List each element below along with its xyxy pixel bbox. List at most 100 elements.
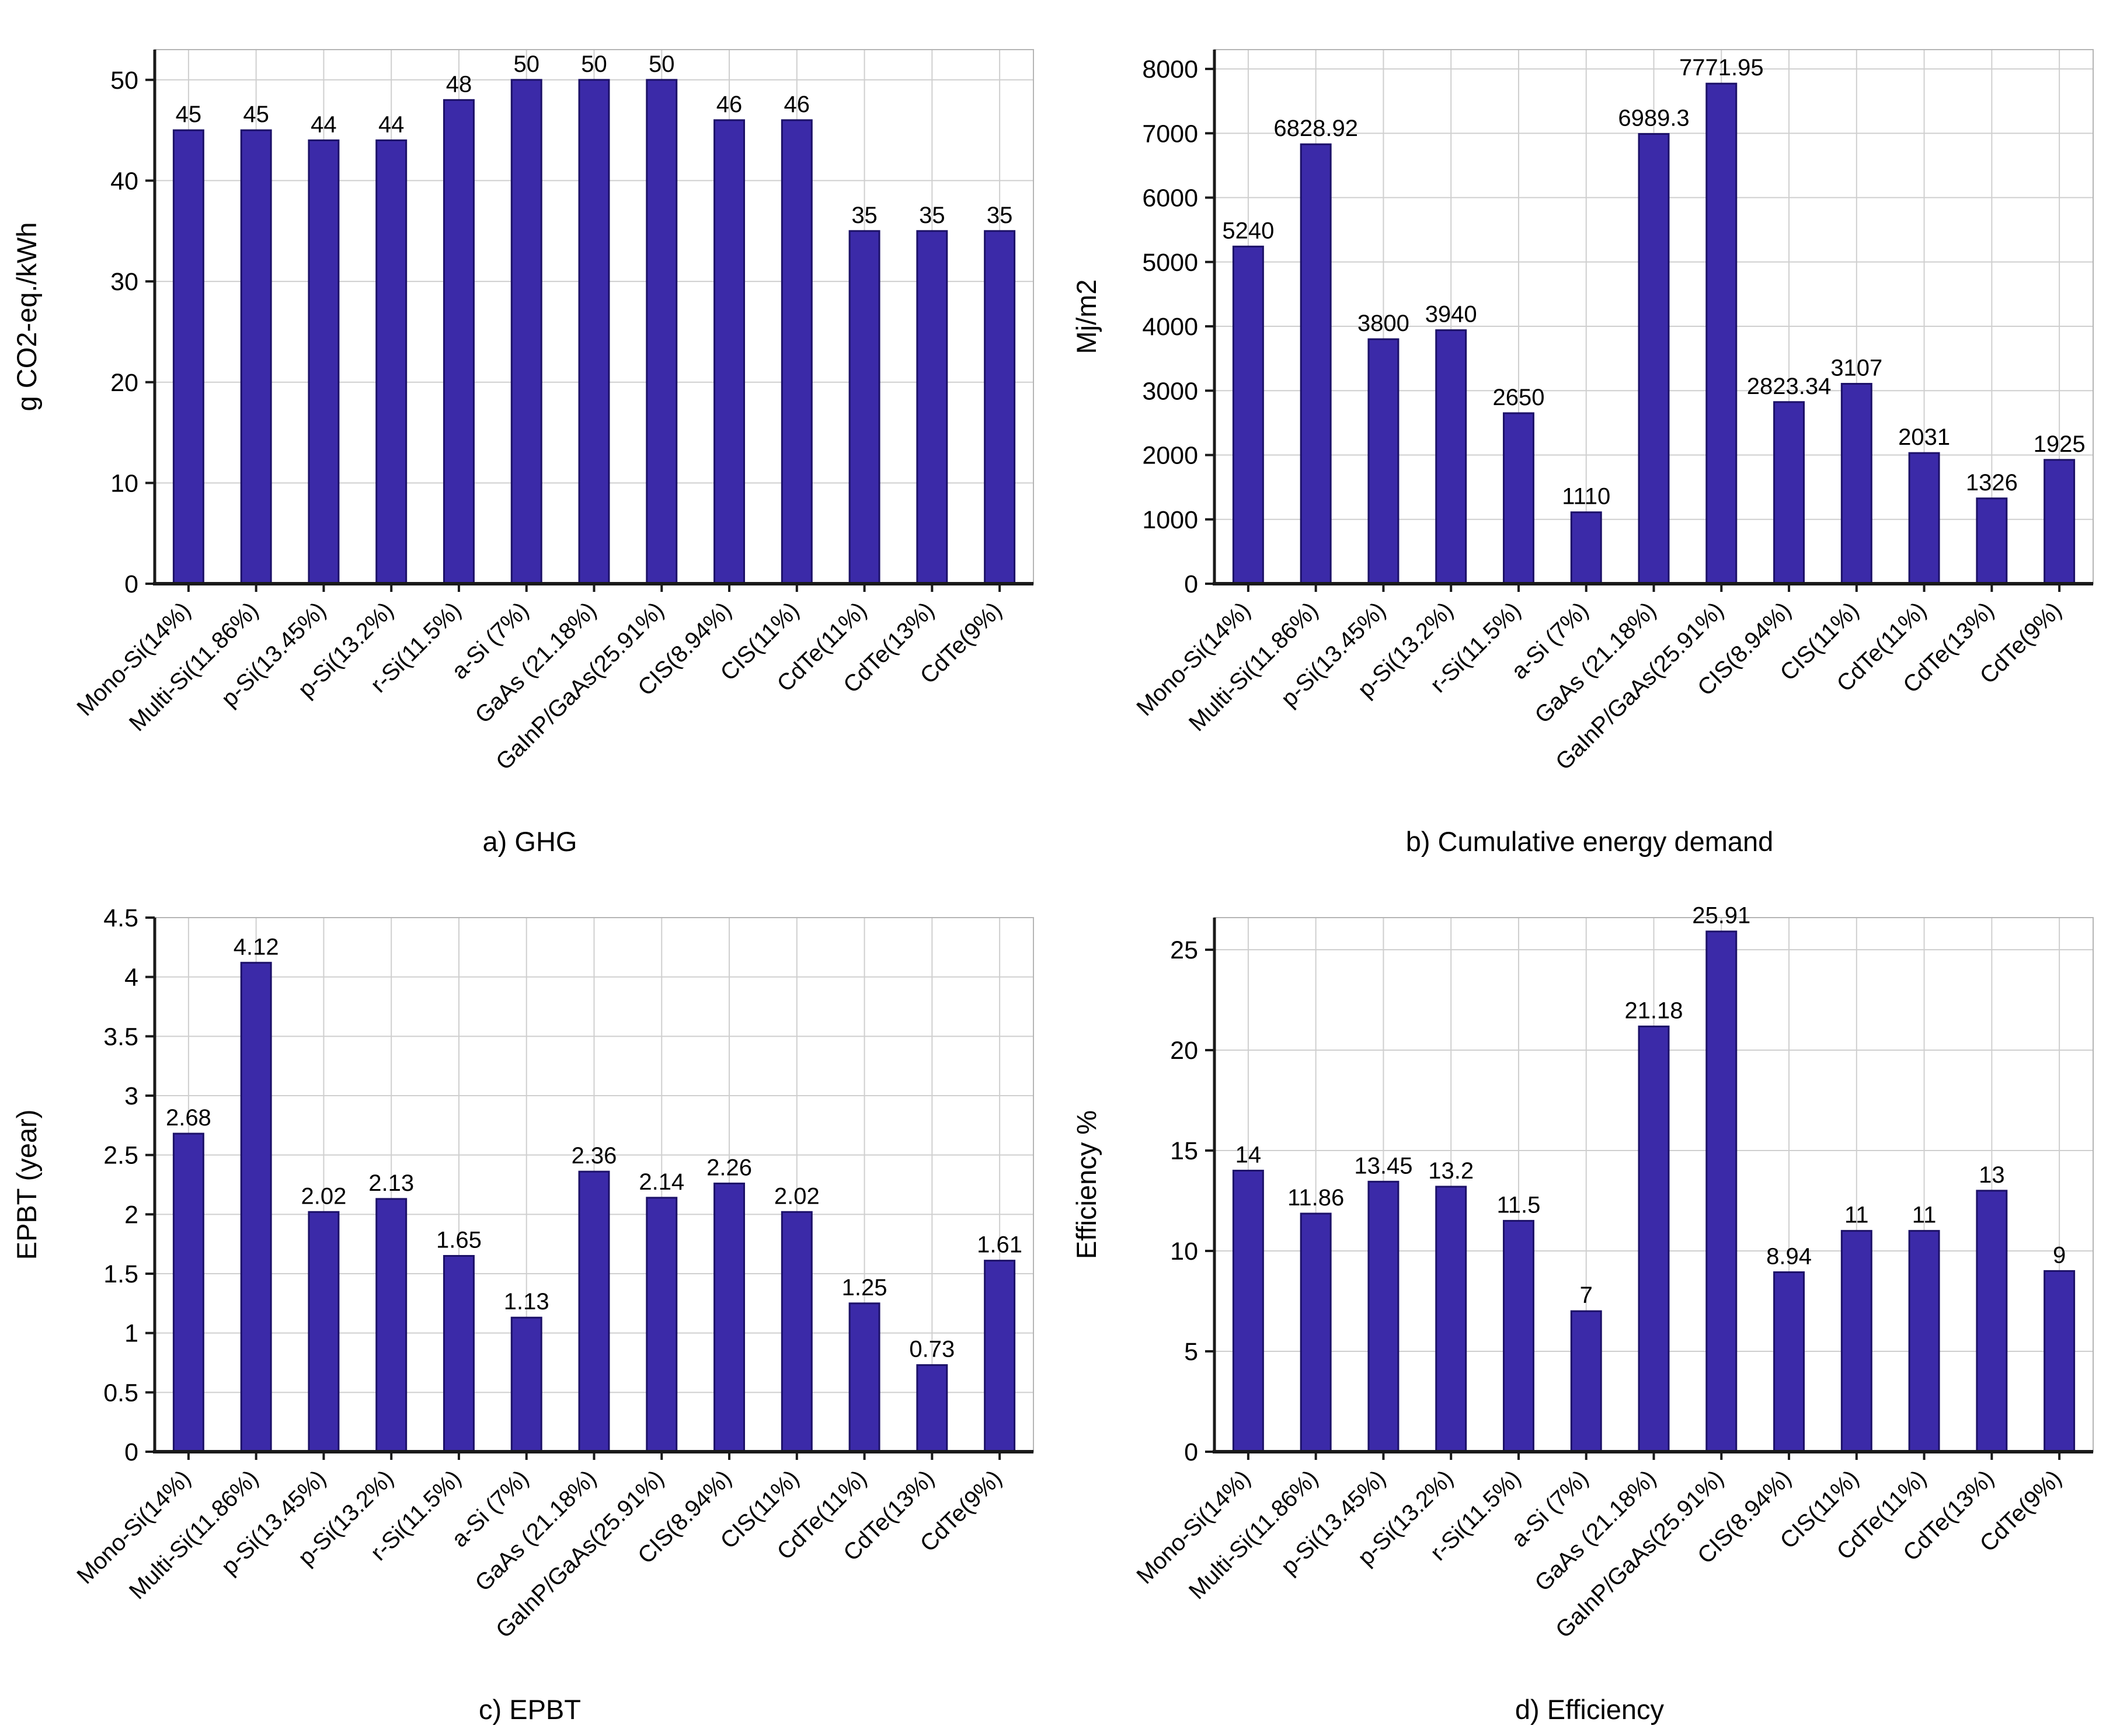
bar [375, 139, 408, 585]
value-label: 44 [311, 111, 337, 137]
value-labels: 45 45 44 44 48 50 50 50 46 46 35 35 35 [176, 51, 1013, 228]
bar-chart-cumulative-energy-demand: 5240 6828.92 3800 3940 2650 1110 6989.3 7771.95… [1071, 49, 2094, 775]
y-tick-label: 50 [110, 67, 138, 95]
bar [2044, 1270, 2076, 1453]
bar [1502, 1219, 1534, 1453]
x-category-label: Mono-Si(14%) [72, 1465, 196, 1589]
value-labels: 2.68 4.12 2.02 2.13 1.65 1.13 2.36 2.14 2.26 2.02… [166, 934, 1022, 1362]
value-label: 6989.3 [1618, 105, 1689, 131]
axes [145, 916, 1033, 1460]
value-label: 1110 [1562, 484, 1610, 510]
y-tick-label: 4000 [1142, 313, 1198, 341]
axes [145, 50, 1033, 592]
value-label: 35 [987, 203, 1013, 228]
value-label: 1.65 [436, 1228, 482, 1253]
x-category-label: Mono-Si(14%) [1132, 597, 1255, 721]
value-label: 2.26 [706, 1155, 752, 1180]
value-label: 14 [1235, 1142, 1262, 1167]
x-category-label: GaAs (21.18%) [1530, 597, 1661, 728]
value-label: 0.73 [909, 1337, 955, 1362]
value-label: 11.5 [1497, 1192, 1541, 1218]
bar [2044, 459, 2076, 585]
bar [781, 119, 813, 585]
chart-caption-d: d) Efficiency [1515, 1694, 1665, 1725]
value-label: 13.2 [1428, 1158, 1474, 1184]
y-tick-label: 15 [1170, 1137, 1198, 1165]
value-label: 13.45 [1354, 1153, 1412, 1179]
value-label: 2.13 [368, 1170, 414, 1196]
bar [1300, 143, 1332, 585]
y-tick-labels: 0 10 20 30 40 50 [110, 67, 138, 598]
value-label: 4.12 [234, 934, 279, 960]
bar [1232, 245, 1264, 585]
value-label: 35 [919, 203, 945, 228]
y-tick-label: 5000 [1142, 249, 1198, 277]
value-label: 6828.92 [1273, 116, 1358, 141]
bar [1773, 401, 1805, 585]
y-tick-label: 1 [124, 1320, 138, 1348]
x-category-label: Mono-Si(14%) [72, 597, 196, 721]
bar [1502, 412, 1534, 585]
value-label: 21.18 [1624, 998, 1683, 1023]
bar [916, 1364, 948, 1453]
bar-chart-epbt: 2.68 4.12 2.02 2.13 1.65 1.13 2.36 2.14 2.26 2.02… [11, 904, 1034, 1643]
bar [1840, 1230, 1872, 1453]
y-axis-label: Mj/m2 [1071, 280, 1102, 354]
value-label: 35 [851, 203, 878, 228]
bar [1367, 1180, 1400, 1453]
bar [510, 1316, 542, 1453]
value-label: 44 [378, 111, 405, 137]
y-axis-label: EPBT (year) [11, 1110, 42, 1260]
y-tick-label: 5 [1184, 1338, 1198, 1366]
value-label: 2.02 [301, 1183, 346, 1209]
x-tick-labels: Mono-Si(14%)Multi-Si(11.86%)p-Si(13.45%)… [72, 1465, 1007, 1643]
bar [1435, 1186, 1467, 1453]
value-label: 7771.95 [1679, 55, 1764, 81]
y-tick-label: 10 [110, 469, 138, 497]
y-tick-label: 10 [1170, 1237, 1198, 1266]
value-label: 2.68 [166, 1105, 211, 1131]
value-label: 3800 [1357, 311, 1409, 336]
bar [1908, 1230, 1940, 1453]
chart-caption-c: c) EPBT [479, 1694, 581, 1725]
y-tick-label: 0 [1184, 1438, 1198, 1466]
bar [443, 99, 475, 585]
value-label: 2650 [1492, 385, 1544, 410]
value-label: 2.36 [572, 1143, 617, 1169]
chart-panel-d: 14 11.86 13.45 13.2 11.5 7 21.18 25.91 8.94 11 11 1… [1060, 868, 2119, 1736]
bar [713, 119, 746, 585]
bar [1705, 930, 1738, 1453]
x-category-label: GaAs (21.18%) [1530, 1465, 1661, 1596]
y-tick-label: 40 [110, 167, 138, 195]
value-label: 50 [513, 51, 539, 77]
bar [1300, 1212, 1332, 1453]
y-axis-label: g CO2-eq./kWh [11, 222, 42, 412]
bar [916, 230, 948, 585]
value-labels: 5240 6828.92 3800 3940 2650 1110 6989.3 7771.95… [1222, 55, 2085, 509]
bar [1976, 497, 2008, 585]
bar [781, 1211, 813, 1453]
x-category-label: GaAs (21.18%) [470, 1465, 601, 1596]
bar [240, 129, 272, 585]
value-label: 1326 [1966, 470, 2018, 496]
value-label: 2.02 [774, 1183, 820, 1209]
y-tick-label: 0 [1184, 570, 1198, 598]
bar [240, 961, 272, 1453]
y-tick-label: 3.5 [103, 1023, 138, 1051]
value-label: 11 [1844, 1202, 1869, 1228]
chart-panel-b: 5240 6828.92 3800 3940 2650 1110 6989.3 7771.95… [1060, 0, 2119, 868]
bar [1976, 1190, 2008, 1453]
y-tick-label: 30 [110, 268, 138, 296]
y-tick-label: 25 [1170, 936, 1198, 964]
bar [172, 1132, 204, 1453]
y-tick-label: 1.5 [103, 1260, 138, 1288]
y-tick-label: 0.5 [103, 1379, 138, 1407]
x-tick-labels: Mono-Si(14%)Multi-Si(11.86%)p-Si(13.45%)… [72, 597, 1007, 775]
bars [172, 79, 1016, 585]
value-label: 48 [446, 71, 472, 97]
bar [308, 139, 340, 585]
x-tick-labels: Mono-Si(14%)Multi-Si(11.86%)p-Si(13.45%)… [1132, 597, 2066, 775]
value-label: 1925 [2034, 431, 2086, 457]
bar [984, 1260, 1016, 1453]
chart-caption-b: b) Cumulative energy demand [1405, 826, 1774, 857]
